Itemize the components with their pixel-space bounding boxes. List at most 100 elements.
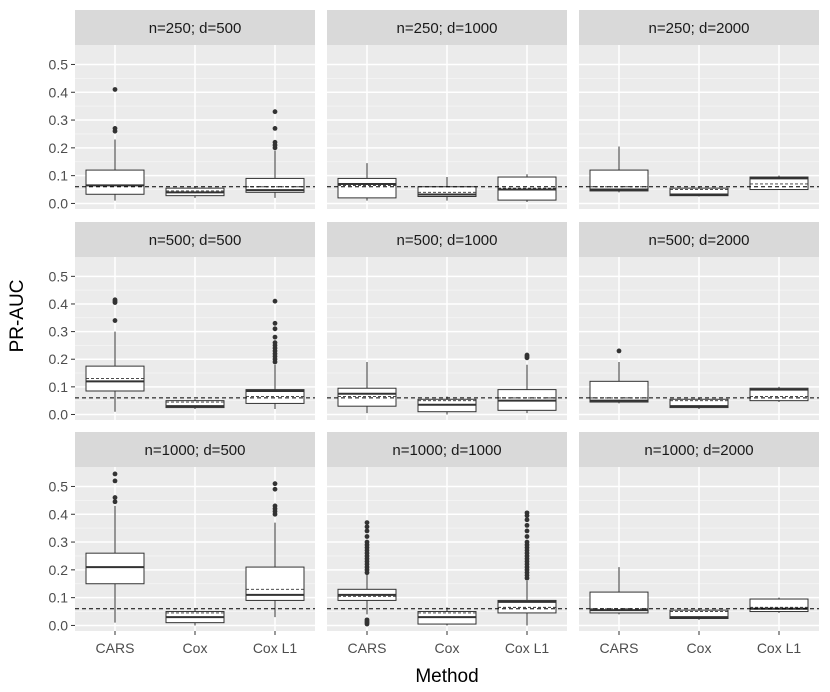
outlier-point — [524, 522, 530, 528]
facet-n-250-d-2000: n=250; d=2000 — [579, 10, 819, 209]
outlier-point — [524, 352, 530, 358]
box-cars — [85, 471, 145, 623]
box-iqr — [497, 599, 557, 614]
outlier-point — [272, 320, 278, 326]
strip-label: n=250; d=2000 — [649, 20, 750, 37]
outlier-point — [364, 534, 370, 539]
box-cox-l1 — [497, 174, 557, 203]
box-cars — [589, 348, 649, 404]
box-cox-l1 — [245, 481, 305, 618]
y-tick-label: 0.5 — [49, 478, 69, 494]
outlier-point — [112, 495, 118, 500]
x-tick-label-cox: Cox — [687, 640, 712, 656]
box-cox-l1 — [245, 298, 305, 409]
box-cars — [337, 163, 397, 201]
outlier-point — [272, 503, 278, 509]
box-cox — [165, 186, 225, 198]
outlier-point — [272, 125, 278, 131]
outlier-point — [524, 539, 530, 545]
box-cars — [337, 520, 397, 627]
facet-n-500-d-2000: n=500; d=2000 — [579, 222, 819, 420]
outlier-point — [272, 340, 278, 346]
box-iqr — [589, 380, 649, 403]
x-tick-label-cars: CARS — [348, 640, 387, 656]
facet-n-500-d-500: n=500; d=500 — [75, 222, 315, 420]
y-tick-label: 0.3 — [49, 112, 69, 128]
y-tick-label: 0.2 — [49, 351, 69, 367]
y-tick-label: 0.1 — [49, 168, 69, 184]
strip-label: n=1000; d=500 — [145, 442, 246, 459]
strip-label: n=500; d=1000 — [397, 232, 498, 249]
x-axis-title: Method — [415, 666, 478, 687]
box-iqr — [589, 169, 649, 192]
box-iqr — [337, 387, 397, 407]
box-iqr — [337, 177, 397, 199]
y-tick-label: 0.3 — [49, 534, 69, 550]
box-iqr — [669, 398, 729, 409]
outlier-point — [364, 520, 370, 525]
outlier-point — [112, 297, 118, 303]
y-tick-label: 0.4 — [49, 296, 69, 312]
y-tick-label: 0.5 — [49, 56, 69, 72]
box-cox-l1 — [497, 510, 557, 626]
box-cox — [165, 608, 225, 626]
strip-label: n=1000; d=2000 — [644, 442, 753, 459]
strip-bg — [75, 10, 315, 45]
y-tick-label: 0.0 — [49, 406, 69, 422]
box-cars — [85, 87, 145, 201]
facet-n-500-d-1000: n=500; d=1000 — [327, 222, 567, 420]
box-iqr — [245, 177, 305, 193]
x-axis: CARS Cox Cox L1 CARS Cox Cox L1 CARS Cox Cox L1 — [96, 631, 802, 656]
box-iqr — [85, 365, 145, 392]
box-cox-l1 — [245, 109, 305, 198]
box-cars — [85, 297, 145, 412]
y-tick-label: 0.3 — [49, 324, 69, 340]
outlier-point — [364, 539, 370, 545]
strip-label: n=500; d=2000 — [649, 232, 750, 249]
outlier-point — [112, 125, 118, 131]
box-cox-l1 — [497, 352, 557, 414]
outlier-point — [112, 87, 118, 92]
x-tick-label-cox: Cox — [183, 640, 208, 656]
box-iqr — [589, 591, 649, 614]
facet-n-250-d-1000: n=250; d=1000 — [327, 10, 567, 209]
strip-label: n=250; d=500 — [149, 20, 242, 37]
box-cox — [669, 397, 729, 409]
y-axis-row-2: 0.0 0.1 0.2 0.3 0.4 0.5 — [49, 268, 75, 422]
y-tick-label: 0.1 — [49, 379, 69, 395]
strip-bg — [579, 222, 819, 257]
outlier-point — [272, 334, 278, 340]
outlier-point — [272, 139, 278, 145]
facet-n-1000-d-2000: n=1000; d=2000 — [579, 432, 819, 631]
box-iqr — [85, 169, 145, 195]
box-iqr — [669, 609, 729, 619]
box-cox-l1 — [749, 175, 809, 191]
strip-bg — [75, 432, 315, 467]
box-cox — [165, 399, 225, 409]
y-axis-row-1: 0.0 0.1 0.2 0.3 0.4 0.5 — [49, 56, 75, 211]
x-tick-label-cox-l1: Cox L1 — [505, 640, 550, 656]
y-tick-label: 0.0 — [49, 195, 69, 211]
x-tick-label-cox-l1: Cox L1 — [253, 640, 298, 656]
outlier-point — [364, 617, 370, 623]
outlier-point — [616, 348, 622, 354]
outlier-point — [524, 534, 530, 539]
outlier-point — [112, 318, 118, 323]
facet-panels: n=250; d=500 n=250; d=1000 n=250; d=2000 n=… — [75, 10, 819, 631]
x-tick-label-cox: Cox — [435, 640, 460, 656]
facet-n-250-d-500: n=250; d=500 — [75, 10, 315, 209]
facet-n-1000-d-1000: n=1000; d=1000 — [327, 432, 567, 631]
outlier-point — [272, 486, 278, 492]
strip-label: n=1000; d=1000 — [392, 442, 501, 459]
outlier-point — [112, 471, 118, 477]
facet-n-1000-d-500: n=1000; d=500 — [75, 432, 315, 631]
x-tick-label-cars: CARS — [600, 640, 639, 656]
box-cox-l1 — [749, 597, 809, 613]
box-iqr — [165, 400, 225, 409]
strip-label: n=250; d=1000 — [397, 20, 498, 37]
x-tick-label-cox-l1: Cox L1 — [757, 640, 802, 656]
outlier-point — [272, 109, 278, 115]
strip-bg — [579, 432, 819, 467]
outlier-point — [364, 528, 370, 534]
